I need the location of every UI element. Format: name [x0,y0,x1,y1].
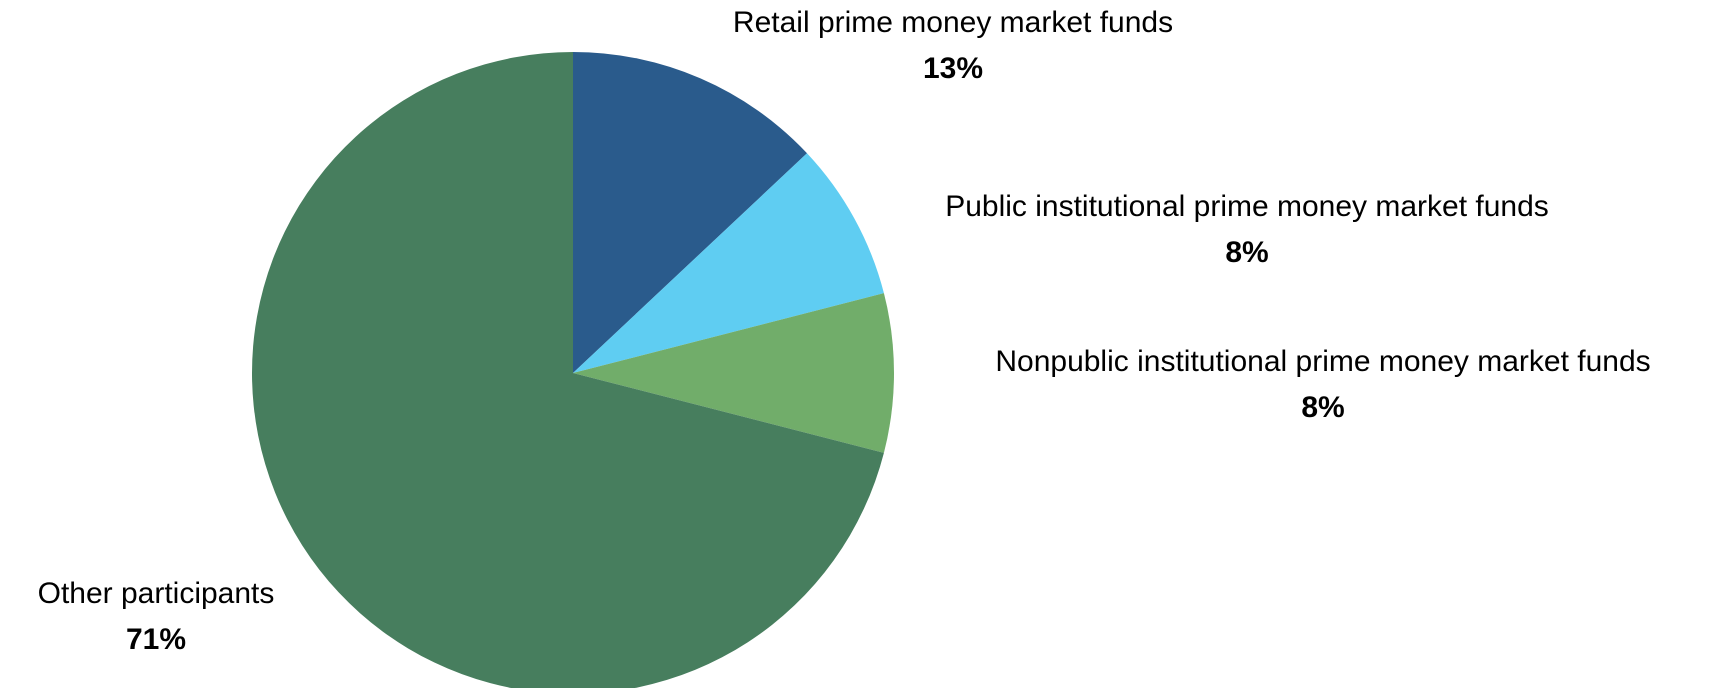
slice-value-label: 8% [1225,236,1268,269]
pie-slice [252,52,884,688]
slice-label: Nonpublic institutional prime money mark… [995,345,1650,378]
slice-label: Public institutional prime money market … [945,190,1549,223]
slice-value-label: 13% [923,52,983,85]
pie-slice [573,153,884,373]
slice-value-label: 8% [1301,391,1344,424]
slice-label: Retail prime money market funds [733,6,1173,39]
pie-slice [573,293,894,453]
slice-value-label: 71% [126,623,186,656]
pie-slice [573,52,807,373]
slice-label: Other participants [38,577,275,610]
